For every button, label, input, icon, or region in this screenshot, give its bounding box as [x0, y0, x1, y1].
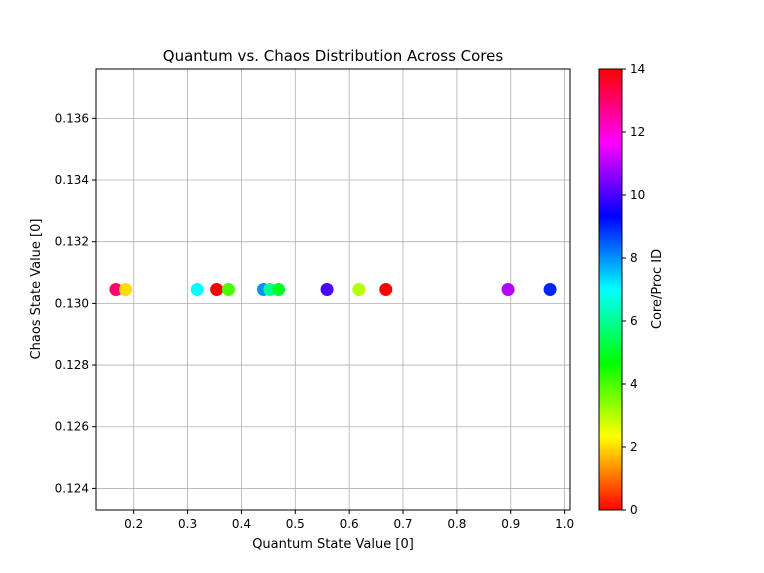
colorbar-tick-label: 12 — [630, 125, 645, 139]
data-point — [190, 283, 204, 296]
data-point — [320, 283, 334, 296]
grid-lines — [96, 69, 570, 510]
x-tick-label: 0.4 — [232, 517, 251, 531]
y-tick-label: 0.134 — [55, 173, 89, 187]
y-tick-label: 0.124 — [55, 481, 89, 495]
data-point — [543, 283, 557, 296]
colorbar-tick-label: 14 — [630, 62, 645, 76]
x-tick-label: 0.6 — [340, 517, 359, 531]
colorbar-tick-label: 6 — [630, 314, 638, 328]
y-axis-label: Chaos State Value [0] — [29, 219, 44, 360]
x-tick-label: 0.5 — [286, 517, 305, 531]
colorbar-ticks: 0 2 4 6 8 10 12 14 — [622, 62, 645, 517]
colorbar-label: Core/Proc ID — [650, 249, 665, 329]
y-tick-label: 0.128 — [55, 358, 89, 372]
data-point — [272, 283, 286, 296]
y-axis-ticks: 0.124 0.126 0.128 0.130 0.132 0.134 0.136 — [55, 111, 96, 495]
colorbar-tick-label: 8 — [630, 251, 638, 265]
x-tick-label: 0.2 — [124, 517, 143, 531]
x-tick-label: 0.9 — [501, 517, 520, 531]
x-axis-label: Quantum State Value [0] — [252, 537, 414, 552]
colorbar-tick-label: 10 — [630, 188, 645, 202]
colorbar-frame — [598, 68, 623, 511]
chart-title: Quantum vs. Chaos Distribution Across Co… — [163, 47, 504, 65]
x-axis-ticks: 0.2 0.3 0.4 0.5 0.6 0.7 0.8 0.9 1.0 — [124, 510, 574, 531]
x-tick-label: 0.8 — [447, 517, 466, 531]
data-points — [109, 283, 557, 296]
data-point — [222, 283, 236, 296]
data-point — [119, 283, 133, 296]
data-point — [109, 283, 123, 296]
x-tick-label: 0.7 — [393, 517, 412, 531]
colorbar-tick-label: 2 — [630, 440, 638, 454]
data-point — [501, 283, 515, 296]
colorbar-tick-label: 4 — [630, 377, 638, 391]
colorbar-tick-label: 0 — [630, 503, 638, 517]
data-point — [352, 283, 366, 296]
y-tick-label: 0.132 — [55, 235, 89, 249]
y-tick-label: 0.136 — [55, 111, 89, 125]
x-tick-label: 1.0 — [555, 517, 574, 531]
y-tick-label: 0.126 — [55, 420, 89, 434]
colorbar — [599, 69, 622, 510]
data-point — [210, 283, 224, 296]
x-tick-label: 0.3 — [178, 517, 197, 531]
data-point — [379, 283, 393, 296]
y-tick-label: 0.130 — [55, 296, 89, 310]
plot-frame — [95, 68, 571, 511]
